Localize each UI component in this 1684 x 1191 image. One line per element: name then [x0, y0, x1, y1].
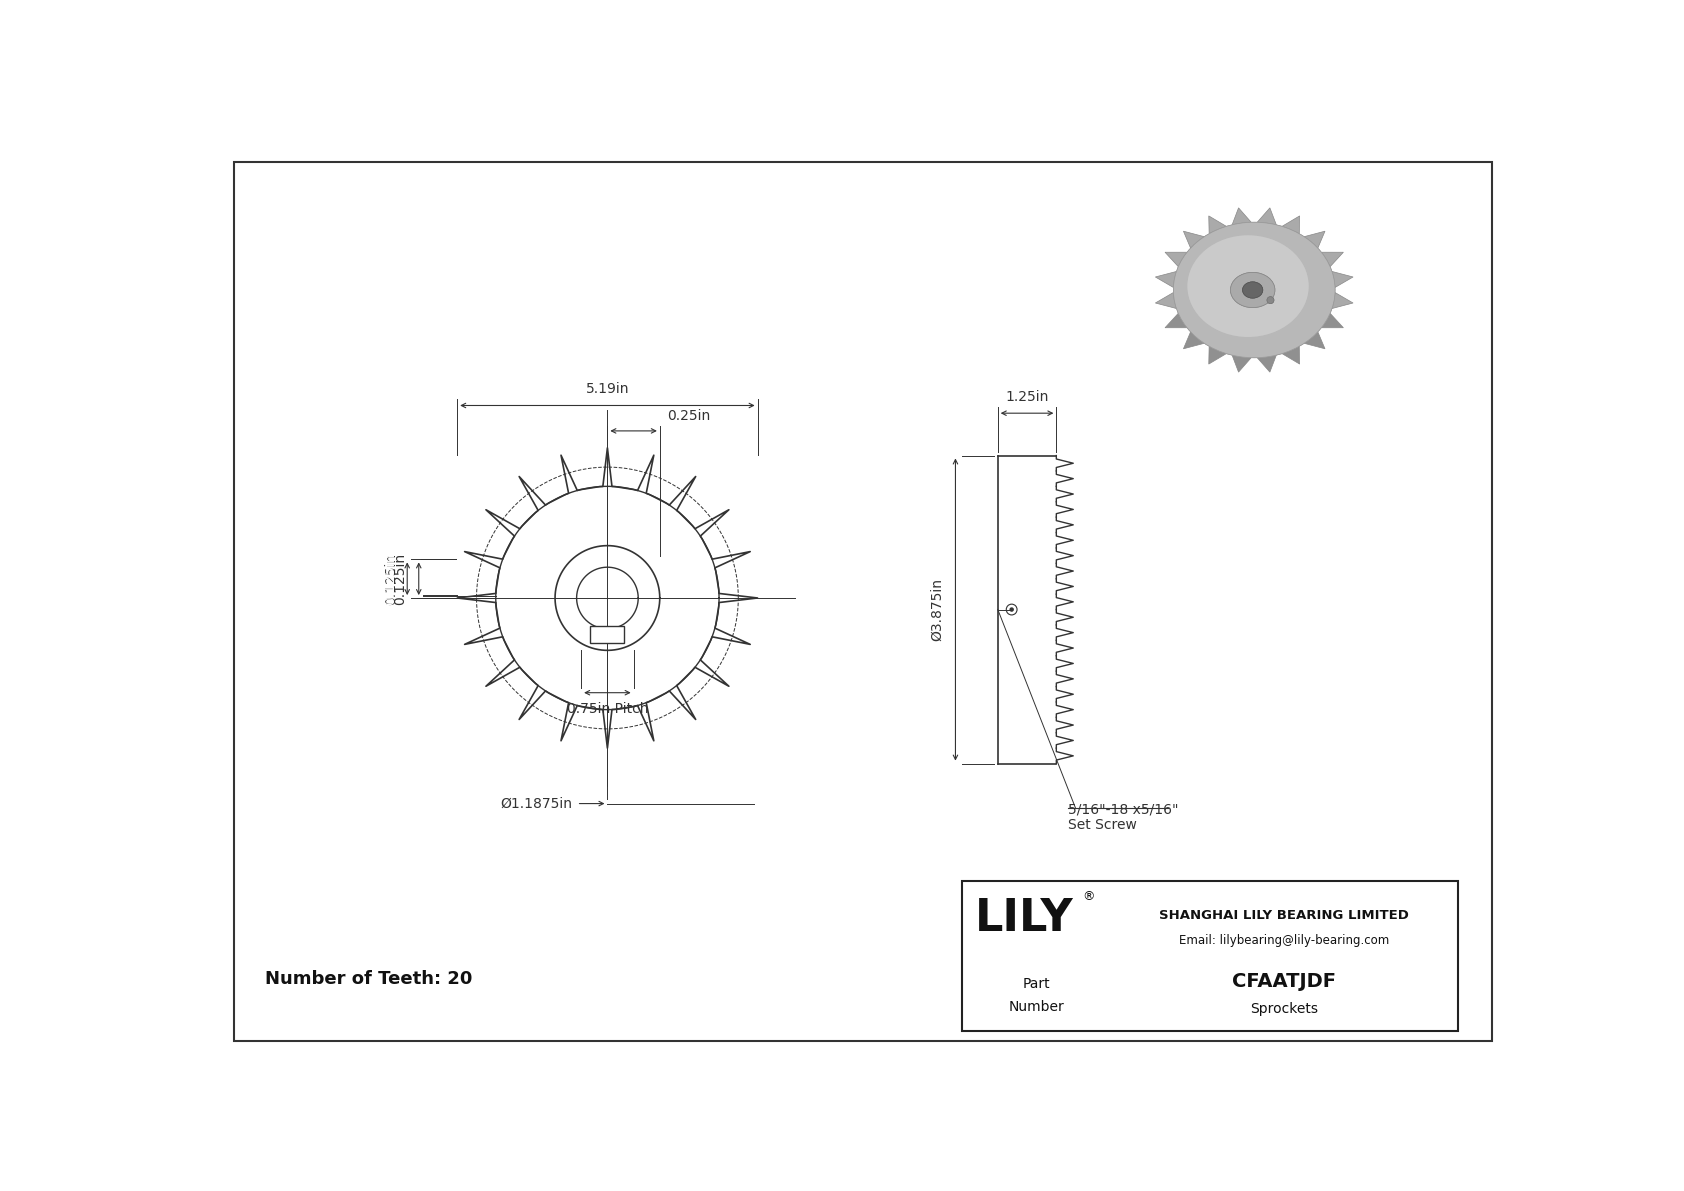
Ellipse shape	[1231, 273, 1275, 307]
Text: Ø1.1875in: Ø1.1875in	[500, 797, 573, 811]
Polygon shape	[1209, 347, 1226, 364]
Circle shape	[1266, 297, 1273, 304]
Polygon shape	[1209, 216, 1226, 233]
Text: 5/16"-18 x5/16"
Set Screw: 5/16"-18 x5/16" Set Screw	[1068, 802, 1179, 833]
Ellipse shape	[1187, 236, 1308, 337]
Polygon shape	[1184, 332, 1204, 349]
Text: 1.25in: 1.25in	[1005, 389, 1049, 404]
Polygon shape	[1155, 272, 1177, 287]
Polygon shape	[1282, 216, 1300, 233]
Ellipse shape	[1231, 273, 1275, 307]
Text: Email: lilybearing@lily-bearing.com: Email: lilybearing@lily-bearing.com	[1179, 934, 1389, 947]
Polygon shape	[1303, 231, 1325, 248]
Text: Sprockets: Sprockets	[1251, 1002, 1319, 1016]
Polygon shape	[1165, 313, 1187, 328]
Text: 0.75in Pitch: 0.75in Pitch	[566, 701, 648, 716]
Text: 5.19in: 5.19in	[586, 382, 630, 397]
Text: Ø3.875in: Ø3.875in	[930, 578, 945, 641]
Text: 0.125in: 0.125in	[392, 553, 408, 605]
Text: 0.25in: 0.25in	[667, 410, 711, 423]
Polygon shape	[1258, 355, 1276, 372]
Polygon shape	[1233, 208, 1251, 225]
Bar	[962, 880, 1458, 1030]
Ellipse shape	[1243, 282, 1263, 298]
Text: Number: Number	[1009, 1000, 1064, 1014]
Circle shape	[1266, 297, 1273, 304]
Polygon shape	[1155, 293, 1177, 308]
Polygon shape	[1165, 252, 1187, 267]
Bar	[591, 626, 625, 643]
Text: Number of Teeth: 20: Number of Teeth: 20	[264, 971, 472, 989]
Circle shape	[1010, 607, 1014, 611]
Text: 0.125in: 0.125in	[384, 553, 397, 605]
Polygon shape	[1322, 252, 1344, 267]
Polygon shape	[1233, 355, 1251, 372]
Text: Part: Part	[1022, 977, 1049, 991]
Ellipse shape	[1243, 282, 1263, 298]
Polygon shape	[1184, 231, 1204, 248]
Ellipse shape	[1187, 236, 1308, 337]
Polygon shape	[1303, 332, 1325, 349]
Text: SHANGHAI LILY BEARING LIMITED: SHANGHAI LILY BEARING LIMITED	[1160, 909, 1410, 922]
Ellipse shape	[1174, 223, 1335, 357]
Polygon shape	[1282, 347, 1300, 364]
Text: 0.125in: 0.125in	[384, 553, 397, 605]
Text: LILY: LILY	[975, 897, 1074, 940]
Polygon shape	[1332, 293, 1352, 308]
Ellipse shape	[1174, 223, 1335, 357]
Text: CFAATJDF: CFAATJDF	[1233, 972, 1337, 991]
Polygon shape	[1332, 272, 1352, 287]
Text: ®: ®	[1083, 890, 1095, 903]
Polygon shape	[1322, 313, 1344, 328]
Polygon shape	[1258, 208, 1276, 225]
